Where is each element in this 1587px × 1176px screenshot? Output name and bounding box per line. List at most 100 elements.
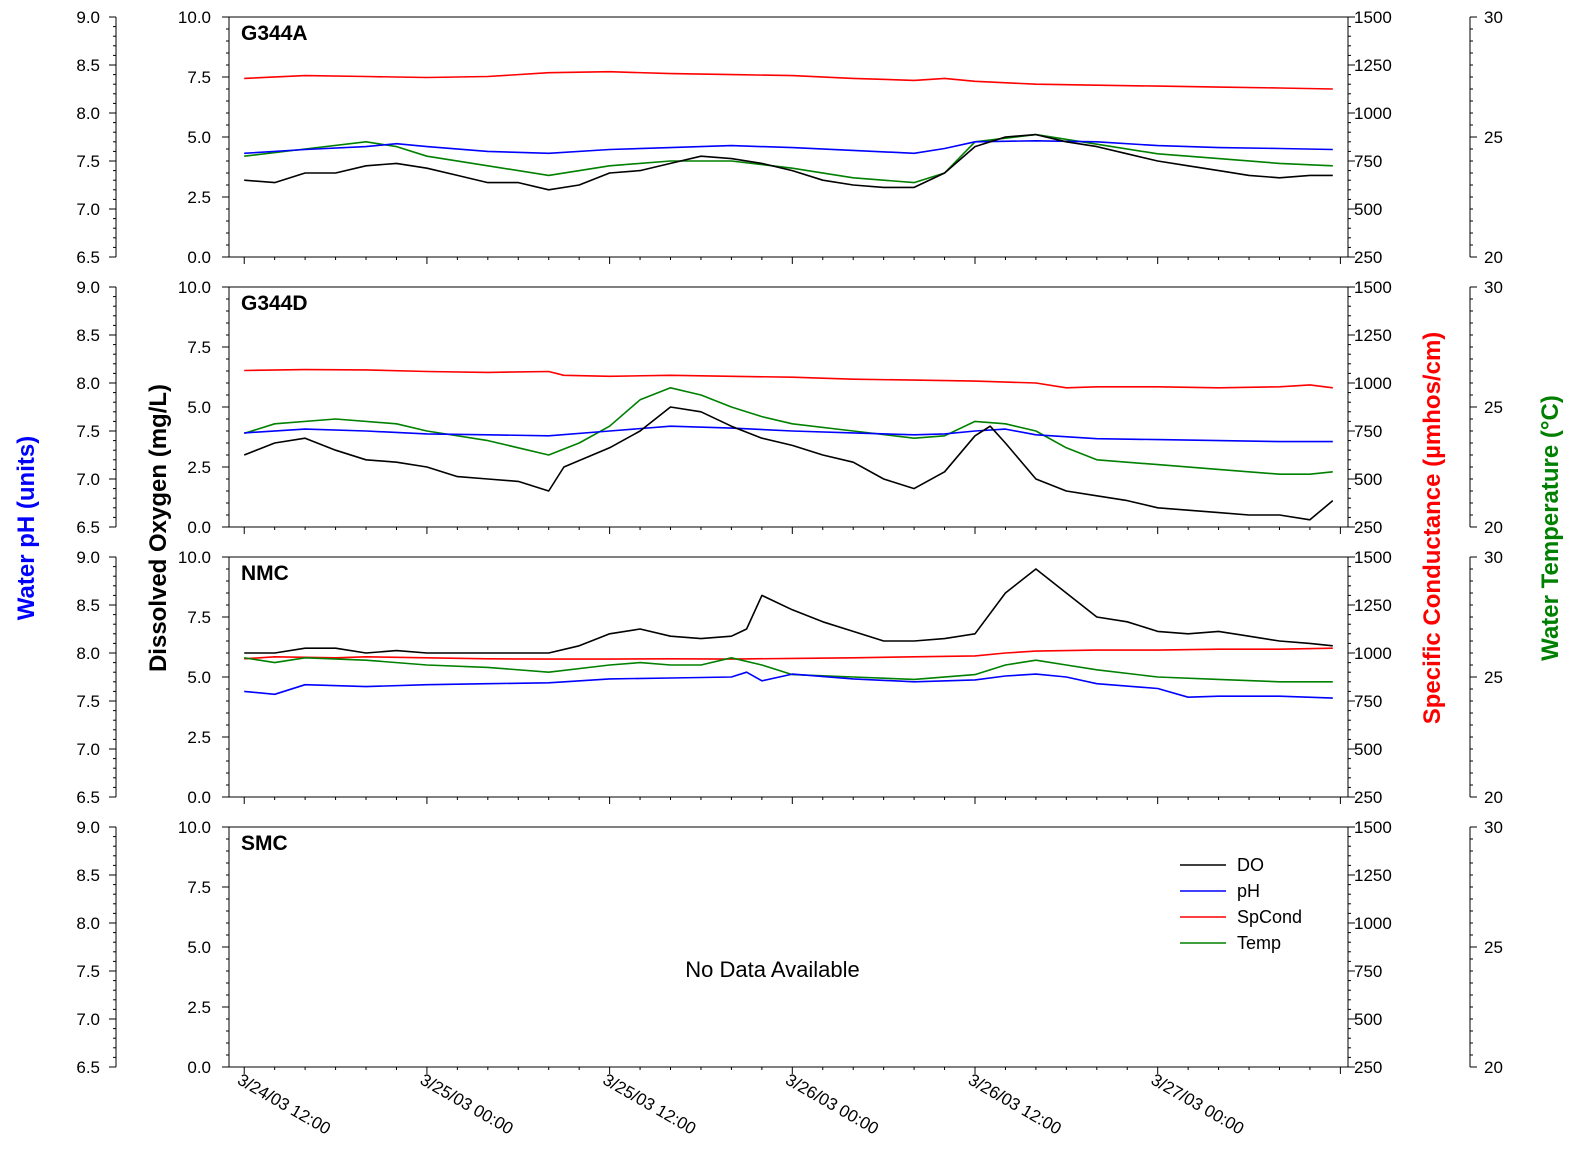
legend-label-temp: Temp <box>1237 933 1281 953</box>
ph-tick-label: 9.0 <box>76 8 100 27</box>
series-line-ph <box>244 425 1333 443</box>
do-tick-label: 10.0 <box>178 548 211 567</box>
legend-label-spcond: SpCond <box>1237 907 1302 927</box>
spcond-tick-label: 750 <box>1354 962 1382 981</box>
ph-tick-label: 7.0 <box>76 200 100 219</box>
x-tick-label: 3/24/03 12:00 <box>234 1070 334 1138</box>
legend: DO pH SpCond Temp <box>1180 855 1302 953</box>
spcond-tick-label: 250 <box>1354 788 1382 807</box>
spcond-tick-label: 1250 <box>1354 56 1392 75</box>
series-line-temp <box>244 133 1333 184</box>
temp-tick-label: 25 <box>1484 668 1503 687</box>
temp-tick-label: 30 <box>1484 8 1503 27</box>
x-tick-label: 3/25/03 00:00 <box>417 1070 517 1138</box>
ph-tick-label: 8.0 <box>76 374 100 393</box>
spcond-tick-label: 1000 <box>1354 644 1392 663</box>
temp-tick-label: 30 <box>1484 818 1503 837</box>
ph-axis-title: Water pH (units) <box>13 436 40 620</box>
spcond-tick-label: 1500 <box>1354 278 1392 297</box>
plot-frame <box>228 556 1349 798</box>
spcond-tick-label: 500 <box>1354 740 1382 759</box>
temp-tick-label: 25 <box>1484 128 1503 147</box>
do-tick-label: 2.5 <box>187 188 211 207</box>
series-line-temp <box>244 657 1333 683</box>
do-tick-label: 10.0 <box>178 278 211 297</box>
temp-tick-label: 20 <box>1484 518 1503 537</box>
legend-label-do: DO <box>1237 855 1264 875</box>
series-line-do <box>244 568 1333 654</box>
spcond-tick-label: 1500 <box>1354 8 1392 27</box>
x-tick-label: 3/27/03 00:00 <box>1148 1070 1248 1138</box>
plot-frame <box>228 286 1349 528</box>
do-tick-label: 5.0 <box>187 128 211 147</box>
spcond-tick-label: 1000 <box>1354 374 1392 393</box>
temp-tick-label: 30 <box>1484 548 1503 567</box>
do-tick-label: 0.0 <box>187 518 211 537</box>
do-tick-label: 5.0 <box>187 668 211 687</box>
panel-title: NMC <box>241 562 289 585</box>
do-tick-label: 7.5 <box>187 608 211 627</box>
ph-tick-label: 9.0 <box>76 818 100 837</box>
temp-tick-label: 20 <box>1484 788 1503 807</box>
do-tick-label: 0.0 <box>187 1058 211 1077</box>
temp-tick-label: 30 <box>1484 278 1503 297</box>
temp-tick-label: 25 <box>1484 938 1503 957</box>
ph-tick-label: 7.5 <box>76 422 100 441</box>
spcond-tick-label: 1000 <box>1354 914 1392 933</box>
ph-tick-label: 8.5 <box>76 56 100 75</box>
do-tick-label: 7.5 <box>187 68 211 87</box>
panel-g344a: G344A 6.5 7.0 7.5 8.0 8.5 9.0 0.0 2.5 5.0 7.5 10.0 2… <box>76 8 1503 267</box>
spcond-tick-label: 1000 <box>1354 104 1392 123</box>
temp-tick-label: 20 <box>1484 1058 1503 1077</box>
spcond-tick-label: 1500 <box>1354 818 1392 837</box>
ph-tick-label: 6.5 <box>76 248 100 267</box>
x-tick-label: 3/26/03 12:00 <box>965 1070 1065 1138</box>
x-tick-label: 3/26/03 00:00 <box>782 1070 882 1138</box>
do-tick-label: 2.5 <box>187 728 211 747</box>
series-line-do <box>243 406 1334 521</box>
series-line-ph <box>244 140 1333 155</box>
do-tick-label: 10.0 <box>178 818 211 837</box>
spcond-tick-label: 250 <box>1354 518 1382 537</box>
ph-tick-label: 7.0 <box>76 1010 100 1029</box>
spcond-axis-title: Specific Conductance (µmhos/cm) <box>1419 332 1446 725</box>
plot-frame <box>228 826 1349 1068</box>
ph-tick-label: 6.5 <box>76 788 100 807</box>
ph-tick-label: 8.5 <box>76 326 100 345</box>
ph-tick-label: 8.0 <box>76 914 100 933</box>
series-line-temp <box>243 387 1333 475</box>
ph-tick-label: 7.0 <box>76 740 100 759</box>
do-tick-label: 0.0 <box>187 248 211 267</box>
spcond-tick-label: 250 <box>1354 248 1382 267</box>
temp-axis-title: Water Temperature (°C) <box>1537 395 1564 661</box>
panel-title: G344A <box>241 22 308 45</box>
spcond-tick-label: 1250 <box>1354 866 1392 885</box>
series-line-ph <box>244 671 1333 699</box>
ph-tick-label: 8.0 <box>76 104 100 123</box>
ph-tick-label: 6.5 <box>76 1058 100 1077</box>
ph-tick-label: 6.5 <box>76 518 100 537</box>
ph-tick-label: 8.0 <box>76 644 100 663</box>
series-line-do <box>244 133 1333 191</box>
series-line-spcond <box>244 647 1333 660</box>
ph-tick-label: 7.0 <box>76 470 100 489</box>
spcond-tick-label: 1250 <box>1354 596 1392 615</box>
do-tick-label: 2.5 <box>187 998 211 1017</box>
spcond-tick-label: 750 <box>1354 422 1382 441</box>
temp-tick-label: 25 <box>1484 398 1503 417</box>
panel-title: G344D <box>241 292 308 315</box>
no-data-note: No Data Available <box>685 957 860 982</box>
do-tick-label: 0.0 <box>187 788 211 807</box>
panel-nmc: NMC 6.5 7.0 7.5 8.0 8.5 9.0 0.0 2.5 5.0 7.5 10.0 250… <box>76 548 1503 807</box>
temp-tick-label: 20 <box>1484 248 1503 267</box>
spcond-tick-label: 1250 <box>1354 326 1392 345</box>
spcond-tick-label: 750 <box>1354 152 1382 171</box>
legend-label-ph: pH <box>1237 881 1260 901</box>
do-tick-label: 5.0 <box>187 938 211 957</box>
spcond-tick-label: 500 <box>1354 1010 1382 1029</box>
ph-tick-label: 9.0 <box>76 278 100 297</box>
ph-tick-label: 8.5 <box>76 866 100 885</box>
spcond-tick-label: 500 <box>1354 470 1382 489</box>
